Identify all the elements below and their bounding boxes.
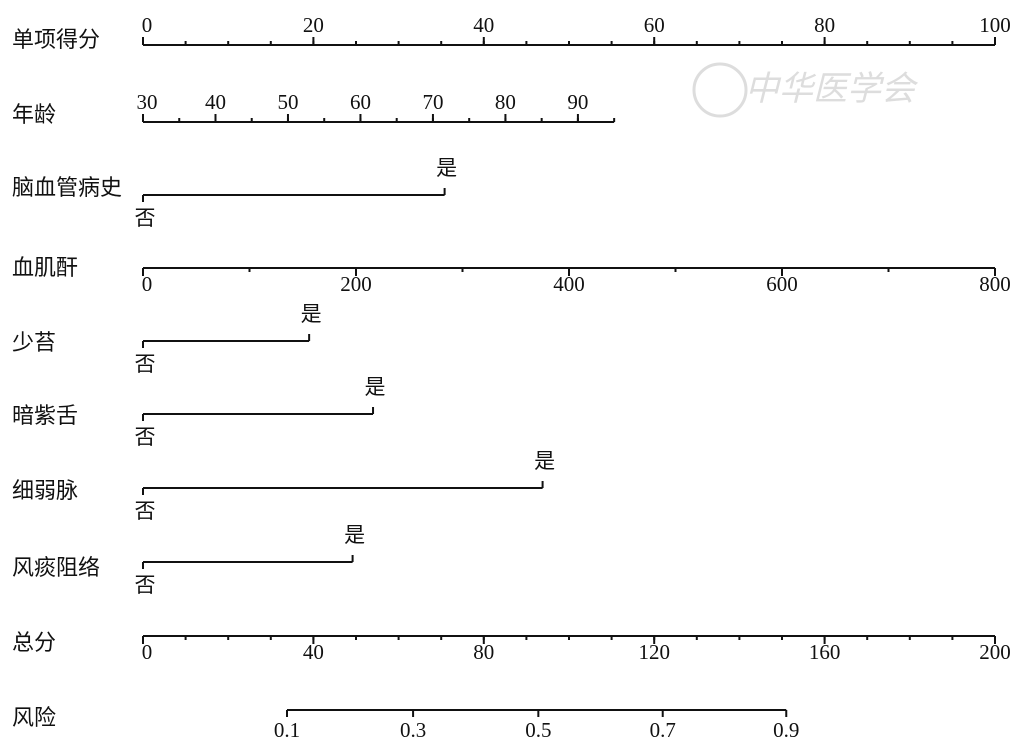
tick-label: 50 bbox=[277, 90, 298, 114]
tick-label: 800 bbox=[979, 272, 1011, 296]
tick-label: 0 bbox=[142, 272, 153, 296]
level-label: 否 bbox=[135, 573, 156, 597]
tick-label: 80 bbox=[473, 640, 494, 664]
level-label: 是 bbox=[301, 302, 322, 326]
watermark-logo bbox=[692, 62, 748, 118]
row-label: 风险 bbox=[12, 705, 56, 730]
tick-label: 0 bbox=[142, 13, 153, 37]
tick-label: 100 bbox=[979, 13, 1011, 37]
tick-label: 60 bbox=[644, 13, 665, 37]
tick-label: 0.7 bbox=[650, 718, 676, 742]
row-label: 脑血管病史 bbox=[12, 175, 122, 200]
tick-label: 30 bbox=[137, 90, 158, 114]
row-label: 风痰阻络 bbox=[12, 555, 100, 580]
tick-label: 90 bbox=[567, 90, 588, 114]
row-label: 总分 bbox=[12, 630, 56, 655]
tick-label: 120 bbox=[638, 640, 670, 664]
tick-label: 0.3 bbox=[400, 718, 426, 742]
tick-label: 70 bbox=[422, 90, 443, 114]
tick-label: 40 bbox=[205, 90, 226, 114]
row-label: 暗紫舌 bbox=[12, 403, 78, 428]
tick-label: 160 bbox=[809, 640, 841, 664]
level-label: 否 bbox=[135, 352, 156, 376]
tick-label: 80 bbox=[814, 13, 835, 37]
tick-label: 0.1 bbox=[274, 718, 300, 742]
watermark: 中华医学会 bbox=[745, 71, 919, 108]
tick-label: 200 bbox=[979, 640, 1011, 664]
row-label: 单项得分 bbox=[12, 27, 100, 52]
tick-label: 20 bbox=[303, 13, 324, 37]
level-label: 否 bbox=[135, 499, 156, 523]
level-label: 是 bbox=[534, 449, 555, 473]
tick-label: 0.9 bbox=[773, 718, 799, 742]
tick-label: 200 bbox=[340, 272, 372, 296]
tick-label: 400 bbox=[553, 272, 585, 296]
tick-label: 60 bbox=[350, 90, 371, 114]
row-label: 年龄 bbox=[12, 102, 56, 127]
level-label: 是 bbox=[344, 523, 365, 547]
tick-label: 80 bbox=[495, 90, 516, 114]
tick-label: 600 bbox=[766, 272, 798, 296]
level-label: 是 bbox=[436, 156, 457, 180]
tick-label: 0 bbox=[142, 640, 153, 664]
tick-label: 40 bbox=[303, 640, 324, 664]
row-label: 血肌酐 bbox=[12, 255, 78, 280]
level-label: 否 bbox=[135, 425, 156, 449]
tick-label: 40 bbox=[473, 13, 494, 37]
level-label: 否 bbox=[135, 206, 156, 230]
level-label: 是 bbox=[365, 375, 386, 399]
tick-label: 0.5 bbox=[525, 718, 551, 742]
row-label: 少苔 bbox=[12, 330, 56, 355]
row-label: 细弱脉 bbox=[12, 478, 78, 503]
